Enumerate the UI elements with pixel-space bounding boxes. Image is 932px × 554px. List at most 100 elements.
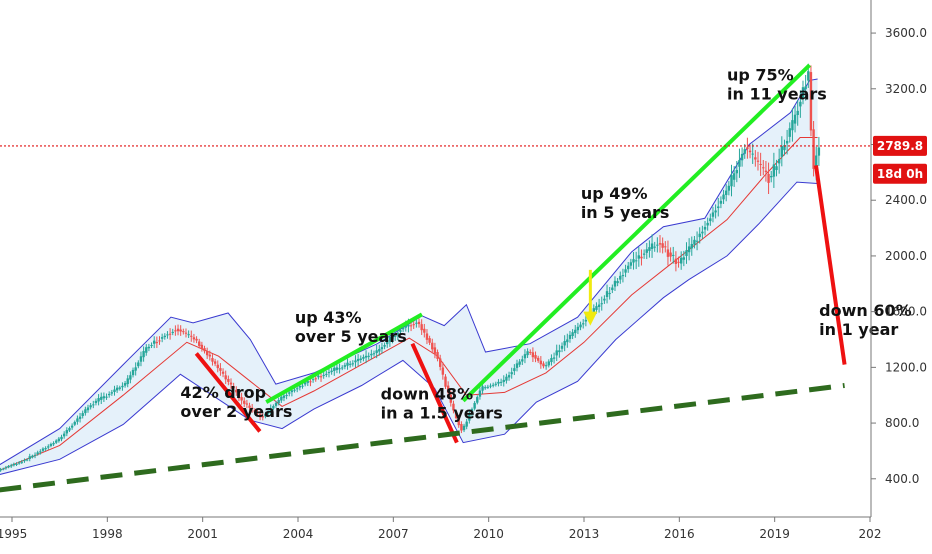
candle-body: [205, 351, 209, 356]
candle-body: [356, 358, 360, 362]
candle-body: [261, 416, 264, 418]
candle-body: [420, 324, 423, 331]
candle-body: [123, 383, 127, 386]
candle-body: [767, 173, 770, 183]
candle-body: [92, 404, 95, 406]
candle-body: [489, 385, 492, 387]
x-tick-label: 2013: [569, 527, 600, 541]
candle-body: [383, 345, 386, 347]
candle-body: [131, 369, 135, 376]
candle-body: [285, 394, 288, 396]
x-tick-label: 2007: [378, 527, 409, 541]
candle-body: [237, 393, 241, 399]
candle-body: [815, 155, 818, 172]
candle-body: [62, 433, 66, 437]
candle-body: [423, 328, 426, 333]
candle-body: [341, 367, 344, 369]
trend-line: [194, 352, 262, 433]
candle-body: [452, 403, 455, 411]
candle-body: [523, 354, 527, 359]
annotation-label: down 60%: [819, 301, 911, 320]
candle-body: [362, 357, 365, 359]
candle-body: [70, 425, 74, 428]
candle-body: [759, 163, 762, 165]
candle-body: [613, 280, 617, 287]
candle-body: [449, 394, 452, 403]
candle-body: [327, 372, 331, 374]
candle-body: [579, 324, 582, 328]
candle-body: [738, 159, 741, 167]
candle-body: [319, 376, 323, 378]
candle-body: [552, 357, 556, 359]
candle-body: [303, 382, 307, 385]
y-tick-label: 3200.0: [885, 82, 927, 96]
support-trend-line: [0, 382, 845, 493]
candle-body: [404, 324, 407, 328]
candle-body: [190, 335, 193, 337]
candle-body: [568, 334, 572, 339]
candle-body: [468, 414, 471, 421]
candle-body: [462, 425, 466, 431]
arrow-head: [583, 311, 598, 326]
candle-body: [682, 257, 686, 260]
trend-line: [813, 165, 847, 365]
candle-body: [558, 350, 561, 353]
candle-body: [240, 397, 243, 401]
candle-body: [770, 175, 773, 178]
candle-body: [258, 414, 262, 418]
candle-body: [497, 381, 500, 384]
candle-body: [809, 72, 813, 131]
candle-body: [746, 147, 749, 150]
annotation-label: down 48%: [381, 384, 473, 403]
candle-body: [428, 338, 431, 343]
candle-body: [425, 333, 429, 340]
candle-body: [10, 465, 13, 467]
candle-body: [150, 345, 153, 347]
y-tick-label: 2000.0: [885, 249, 927, 263]
candle-body: [4, 467, 8, 469]
candle-body: [648, 247, 651, 251]
candle-body: [184, 332, 188, 334]
candle-body: [621, 275, 625, 277]
candle-body: [203, 348, 206, 352]
candle-body: [179, 329, 182, 332]
candle-body: [168, 333, 172, 335]
candle-body: [658, 243, 662, 245]
candle-body: [288, 392, 291, 394]
candle-body: [788, 128, 791, 137]
candle-body: [158, 340, 161, 342]
candle-body: [28, 456, 31, 459]
candle-body: [216, 364, 219, 369]
candle-body: [521, 359, 524, 362]
candle-body: [642, 253, 646, 255]
candle-body: [431, 342, 434, 350]
candle-body: [796, 110, 799, 116]
y-tick-label: 3600.0: [885, 26, 927, 40]
candle-body: [107, 393, 111, 396]
candle-body: [592, 308, 595, 313]
x-tick-label: 202: [859, 527, 882, 541]
candle-body: [709, 218, 712, 222]
candle-body: [89, 405, 92, 408]
candle-body: [280, 396, 283, 401]
candle-body: [2, 468, 5, 470]
candle-body: [465, 421, 468, 427]
candle-body: [113, 389, 116, 392]
candle-body: [727, 185, 731, 191]
candle-body: [407, 324, 410, 327]
candle-body: [250, 407, 254, 410]
candle-body: [84, 409, 87, 414]
candle-body: [264, 413, 267, 417]
candle-body: [171, 331, 174, 333]
candle-body: [229, 382, 233, 385]
candle-body: [121, 385, 124, 388]
candle-body: [296, 388, 299, 390]
candle-body: [762, 167, 765, 169]
candle-body: [274, 402, 278, 406]
candle-body: [415, 322, 418, 324]
candle-body: [478, 390, 482, 397]
candle-body: [187, 334, 190, 336]
candle-body: [555, 350, 558, 356]
candle-body: [608, 293, 611, 295]
